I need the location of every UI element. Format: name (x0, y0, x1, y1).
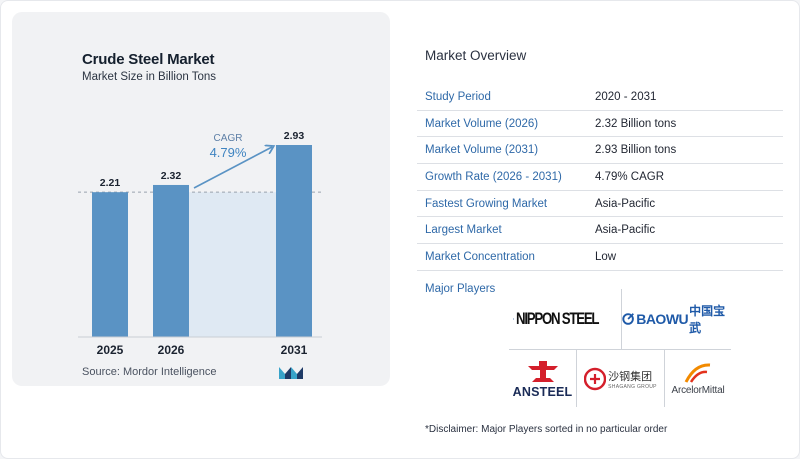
baowu-name: BAOWU (636, 311, 689, 327)
value-label: 2.93 (284, 130, 305, 142)
chart-title: Crude Steel Market (82, 51, 215, 68)
nippon-steel-logo: NIPPON STEEL (513, 295, 621, 343)
baowu-mark-icon (622, 313, 634, 325)
disclaimer: *Disclaimer: Major Players sorted in no … (425, 424, 668, 435)
player-logos: NIPPON STEEL BAOWU 中国宝武 ANSTEEL 沙钢集团 SHA… (509, 289, 731, 407)
overview-table: Study Period 2020 - 2031 Market Volume (2… (417, 84, 783, 271)
arcelormittal-mark-icon (684, 362, 711, 383)
table-row: Largest Market Asia-Pacific (417, 217, 783, 245)
source-note: Source: Mordor Intelligence (82, 366, 217, 378)
growth-band (189, 192, 276, 337)
table-row: Fastest Growing Market Asia-Pacific (417, 191, 783, 218)
row-key: Market Volume (2026) (425, 117, 539, 130)
divider (509, 349, 731, 350)
table-row: Market Volume (2031) 2.93 Billion tons (417, 137, 783, 165)
cagr-value: 4.79% (210, 145, 247, 160)
row-key: Study Period (425, 91, 491, 103)
bar-2025 (92, 192, 128, 337)
table-row: Market Concentration Low (417, 244, 783, 271)
nippon-mark-icon (513, 318, 514, 320)
bar-2026 (153, 184, 189, 337)
ansteel-mark-icon (527, 360, 558, 382)
bar-2031 (276, 145, 312, 337)
value-label: 2.32 (161, 170, 182, 182)
table-row: Market Volume (2026) 2.32 Billion tons (417, 111, 783, 138)
arcelormittal-name: ArcelorMittal (671, 384, 725, 396)
row-value: 4.79% CAGR (595, 171, 665, 184)
row-value: 2.93 Billion tons (595, 144, 677, 157)
row-value: 2.32 Billion tons (595, 117, 677, 130)
shagang-name-cn: 沙钢集团 (608, 371, 653, 383)
row-key: Largest Market (425, 224, 502, 237)
mordor-logo-icon (279, 367, 303, 379)
row-key: Fastest Growing Market (425, 197, 548, 210)
arcelormittal-logo: ArcelorMittal (665, 351, 731, 407)
major-players-label: Major Players (425, 283, 496, 295)
cagr-arrow (193, 147, 272, 189)
shagang-mark-icon (584, 367, 607, 391)
nippon-steel-name: NIPPON STEEL (515, 309, 600, 328)
divider (576, 349, 577, 407)
ansteel-logo: ANSTEEL (509, 351, 576, 407)
divider (664, 349, 665, 407)
table-row: Study Period 2020 - 2031 (417, 84, 783, 111)
table-row: Growth Rate (2026 - 2031) 4.79% CAGR (417, 164, 783, 191)
baowu-logo: BAOWU 中国宝武 (622, 295, 731, 343)
ansteel-name: ANSTEEL (512, 384, 573, 399)
row-key: Market Volume (2031) (425, 144, 539, 157)
row-key: Growth Rate (2026 - 2031) (425, 171, 562, 184)
chart-subtitle: Market Size in Billion Tons (82, 71, 217, 83)
overview-title: Market Overview (425, 48, 527, 63)
shagang-name-en: SHAGANG GROUP (608, 384, 657, 390)
baowu-name-cn: 中国宝武 (689, 304, 726, 335)
category-label: 2031 (281, 343, 308, 357)
row-value: 2020 - 2031 (595, 91, 657, 103)
row-key: Market Concentration (425, 251, 535, 264)
row-value: Asia-Pacific (595, 197, 656, 210)
row-value: Low (595, 251, 617, 264)
value-label: 2.21 (100, 177, 121, 189)
divider (621, 289, 622, 349)
category-label: 2026 (158, 343, 185, 357)
shagang-logo: 沙钢集团 SHAGANG GROUP (577, 351, 664, 407)
cagr-label: CAGR (214, 133, 243, 144)
category-label: 2025 (97, 343, 124, 357)
row-value: Asia-Pacific (595, 224, 656, 237)
